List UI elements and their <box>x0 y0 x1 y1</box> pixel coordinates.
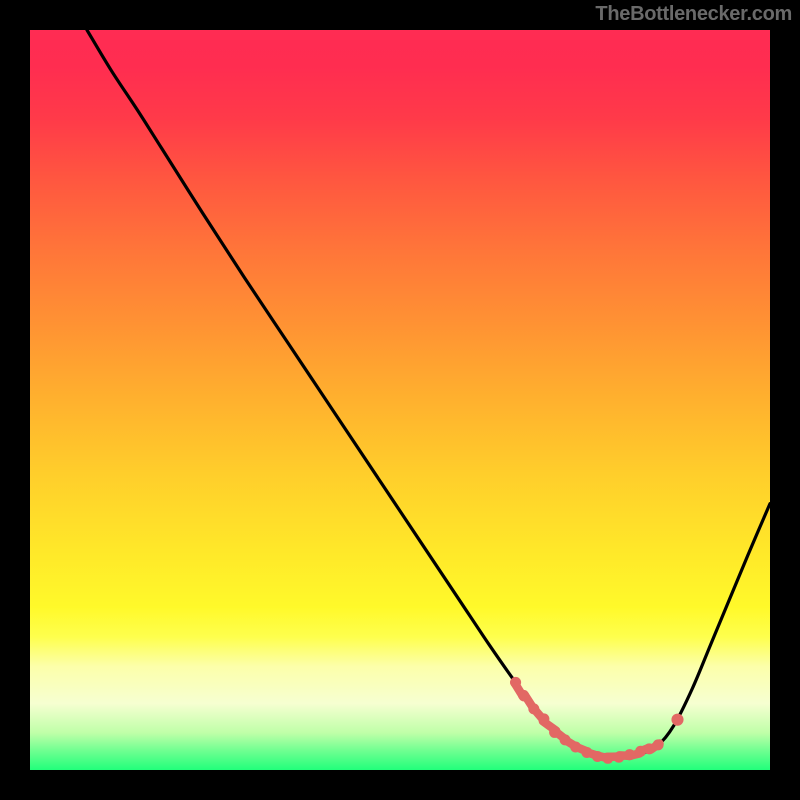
rough-marker <box>518 690 529 701</box>
rough-marker <box>570 742 581 753</box>
gradient-background <box>30 30 770 770</box>
attribution-text: TheBottlenecker.com <box>595 3 792 26</box>
rough-marker <box>592 751 603 762</box>
rough-marker-final <box>671 714 683 726</box>
rough-marker <box>602 753 613 764</box>
rough-marker <box>538 713 549 724</box>
root: TheBottlenecker.com <box>0 0 800 800</box>
rough-marker <box>560 734 571 745</box>
rough-marker <box>528 703 539 714</box>
rough-marker <box>549 727 560 738</box>
rough-marker <box>653 739 664 750</box>
rough-marker <box>624 749 635 760</box>
rough-marker <box>510 677 521 688</box>
rough-marker <box>581 747 592 758</box>
rough-marker <box>613 752 624 763</box>
chart-svg <box>30 30 770 770</box>
chart-area <box>30 30 770 770</box>
